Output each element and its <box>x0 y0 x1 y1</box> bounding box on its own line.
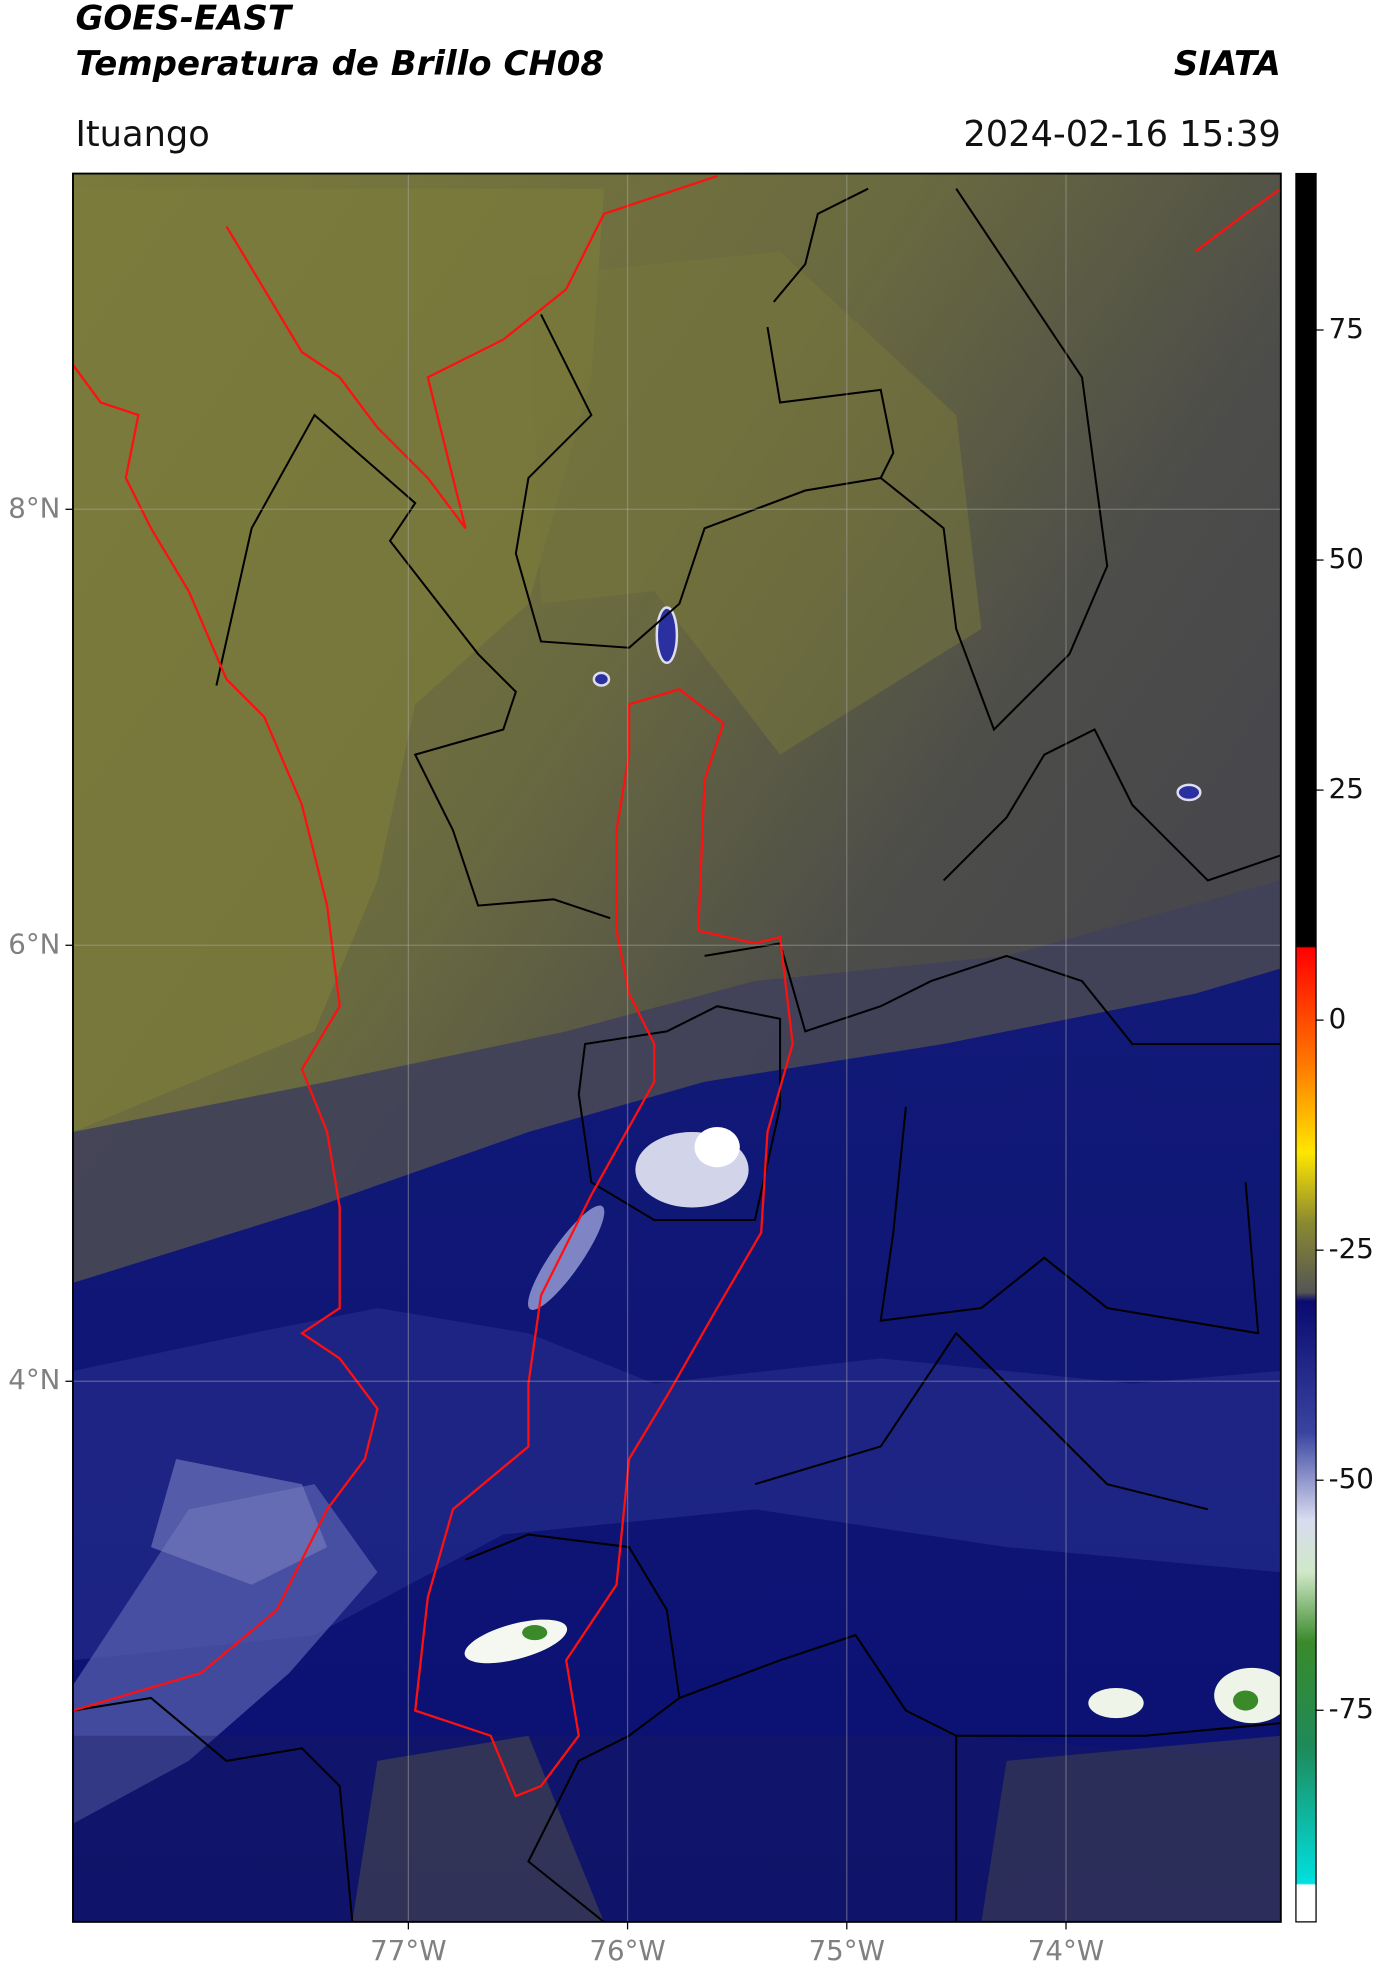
y-tick-label: 8°N <box>8 491 60 524</box>
x-tick-label: 76°W <box>589 1934 665 1967</box>
location: Ituango <box>75 114 209 155</box>
title: GOES-EAST <box>75 0 293 39</box>
x-tick-label: 74°W <box>1028 1934 1104 1967</box>
subtitle: Temperatura de Brillo CH08 <box>75 44 604 84</box>
x-tick-label: 77°W <box>370 1934 446 1967</box>
source: SIATA <box>1174 44 1281 84</box>
map-frame <box>72 172 1282 1923</box>
y-tick-label: 4°N <box>8 1363 60 1396</box>
x-tick-label: 75°W <box>809 1934 885 1967</box>
datetime: 2024-02-16 15:39 <box>963 114 1280 155</box>
y-tick-label: 6°N <box>8 927 60 960</box>
colorbar-tick-label: -75 <box>1329 1692 1374 1725</box>
colorbar-tick-label: -50 <box>1329 1462 1374 1495</box>
colorbar-tick-label: 25 <box>1329 772 1364 805</box>
colorbar-tick-label: 50 <box>1329 542 1364 575</box>
map-image <box>72 173 1281 1922</box>
colorbar-tick-label: -25 <box>1329 1232 1374 1265</box>
colorbar-tick-label: 75 <box>1329 312 1364 345</box>
colorbar-tick-label: 0 <box>1329 1002 1347 1035</box>
grid <box>72 173 1281 1922</box>
colorbar <box>1295 172 1317 1923</box>
